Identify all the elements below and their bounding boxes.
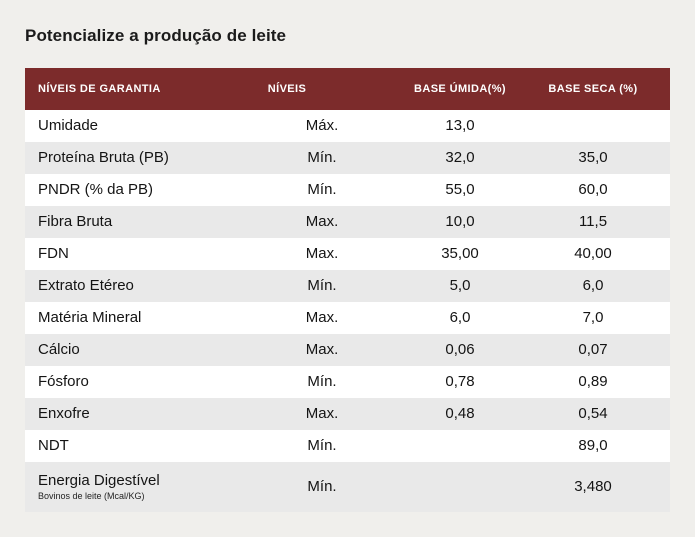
row-base-seca: 0,54 [578,405,608,422]
row-label: Fibra Bruta [38,213,113,230]
table-header-row: NÍVEIS DE GARANTIA NÍVEIS BASE ÚMIDA(%) … [25,68,670,110]
header-cell-base-umida: BASE ÚMIDA(%) [414,83,506,95]
row-sublabel: Bovinos de leite (Mcal/KG) [38,491,145,501]
table-row: FDN Max. 35,00 40,00 [25,238,670,270]
row-label: Umidade [38,117,99,134]
row-base-umida: 0,78 [445,373,475,390]
row-label-group: Energia Digestível Bovinos de leite (Mca… [25,472,240,502]
guarantee-levels-table: NÍVEIS DE GARANTIA NÍVEIS BASE ÚMIDA(%) … [25,68,670,512]
row-level: Max. [305,309,339,326]
row-level: Mín. [307,373,337,390]
row-base-umida: 13,0 [445,117,475,134]
table-row: Cálcio Max. 0,06 0,07 [25,334,670,366]
row-level: Max. [305,405,339,422]
row-base-seca: 40,00 [574,245,612,262]
row-level: Max. [305,213,339,230]
row-base-umida: 0,06 [445,341,475,358]
row-label: PNDR (% da PB) [38,181,154,198]
row-level: Max. [305,245,339,262]
row-base-umida: 5,0 [449,277,471,294]
row-base-seca: 35,0 [578,149,608,166]
table-row: Enxofre Max. 0,48 0,54 [25,398,670,430]
row-base-seca: 0,89 [578,373,608,390]
table-row: NDT Mín. 89,0 [25,430,670,462]
row-base-seca: 60,0 [578,181,608,198]
row-level: Mín. [307,149,337,166]
row-base-seca: 7,0 [582,309,604,326]
row-label: Cálcio [38,341,80,358]
row-base-umida: 32,0 [445,149,475,166]
header-cell-niveis-de-garantia: NÍVEIS DE GARANTIA [38,83,161,95]
row-level: Mín. [307,437,337,454]
header-cell-base-seca: BASE SECA (%) [548,83,638,95]
row-label: Extrato Etéreo [38,277,134,294]
row-base-umida: 35,00 [441,245,479,262]
row-label: Enxofre [38,405,90,422]
row-label: Energia Digestível [38,472,160,489]
row-label: Fósforo [38,373,89,390]
row-base-seca: 0,07 [578,341,608,358]
table-row: Umidade Máx. 13,0 [25,110,670,142]
table-row: Matéria Mineral Max. 6,0 7,0 [25,302,670,334]
table-row: Fibra Bruta Max. 10,0 11,5 [25,206,670,238]
row-base-umida: 55,0 [445,181,475,198]
row-level: Mín. [307,277,337,294]
row-label: Proteína Bruta (PB) [38,149,169,166]
table-row: Fósforo Mín. 0,78 0,89 [25,366,670,398]
table-row: Proteína Bruta (PB) Mín. 32,0 35,0 [25,142,670,174]
row-label: FDN [38,245,69,262]
row-level: Mín. [307,181,337,198]
row-base-umida: 6,0 [449,309,471,326]
page-title: Potencialize a produção de leite [25,26,287,45]
table-row: Extrato Etéreo Mín. 5,0 6,0 [25,270,670,302]
header-cell-niveis: NÍVEIS [267,83,307,95]
row-base-seca: 11,5 [578,213,608,230]
row-level: Mín. [307,478,337,495]
row-base-umida: 10,0 [445,213,475,230]
table-row: PNDR (% da PB) Mín. 55,0 60,0 [25,174,670,206]
table-row: Energia Digestível Bovinos de leite (Mca… [25,462,670,512]
row-level: Max. [305,341,339,358]
row-base-umida: 0,48 [445,405,475,422]
row-base-seca: 6,0 [582,277,604,294]
row-label: NDT [38,437,69,454]
row-label: Matéria Mineral [38,309,142,326]
row-base-seca: 89,0 [578,437,608,454]
row-base-seca: 3,480 [574,478,612,495]
row-level: Máx. [305,117,339,134]
